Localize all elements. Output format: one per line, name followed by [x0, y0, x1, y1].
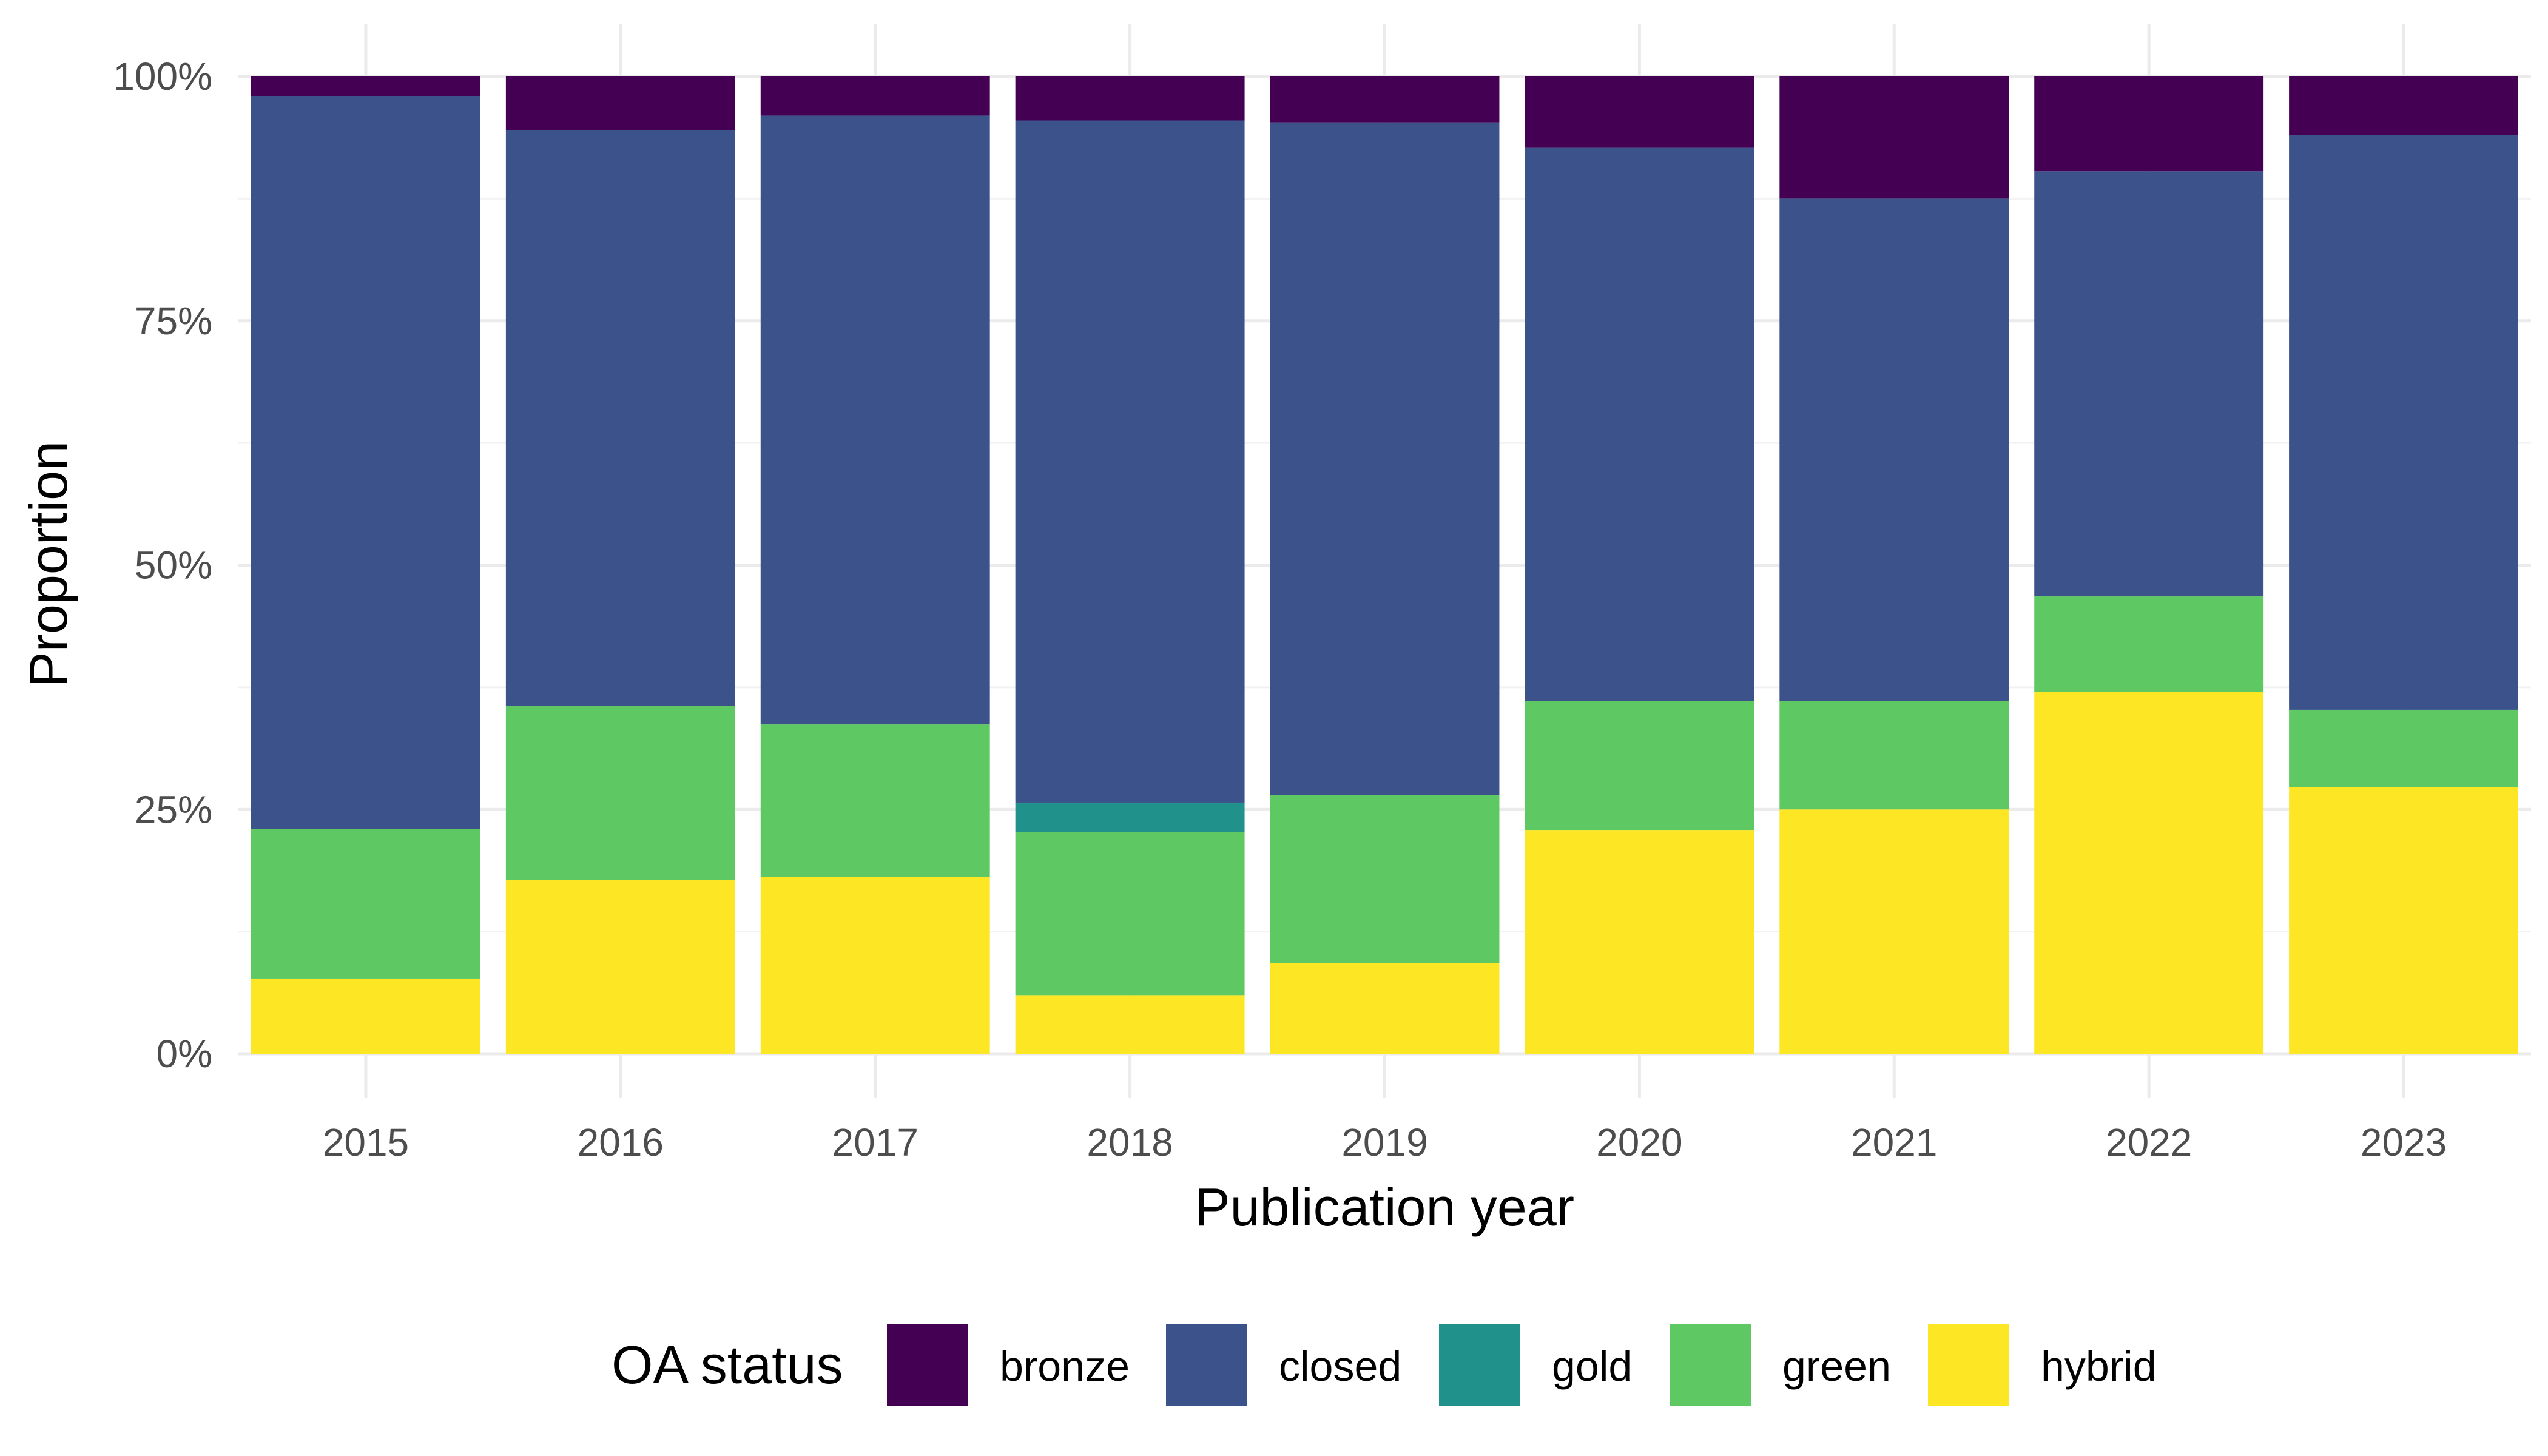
- y-tick-label: 50%: [135, 544, 212, 587]
- bar-segment-hybrid-2020: [1525, 830, 1754, 1054]
- x-tick-label: 2017: [832, 1121, 918, 1164]
- bar-segment-closed-2022: [2034, 171, 2264, 597]
- bars: [251, 76, 2519, 1054]
- bar-segment-bronze-2018: [1015, 76, 1245, 121]
- legend-title: OA status: [612, 1335, 843, 1395]
- x-tick-label: 2018: [1087, 1121, 1173, 1164]
- x-axis-title: Publication year: [1195, 1177, 1574, 1237]
- bar-segment-gold-2018: [1015, 802, 1245, 832]
- bar-segment-hybrid-2019: [1270, 963, 1500, 1054]
- bar-segment-green-2019: [1270, 795, 1500, 963]
- bar-segment-closed-2023: [2289, 135, 2519, 710]
- bar-segment-closed-2016: [505, 130, 735, 706]
- bar-segment-green-2018: [1015, 832, 1245, 996]
- bar-segment-closed-2015: [251, 96, 480, 829]
- legend-key-bronze: [887, 1324, 968, 1406]
- bar-segment-green-2023: [2289, 709, 2519, 787]
- y-axis-title: Proportion: [18, 441, 78, 687]
- bar-segment-bronze-2017: [760, 76, 990, 116]
- x-tick-label: 2016: [578, 1121, 664, 1164]
- legend-key-hybrid: [1928, 1324, 2009, 1406]
- legend-key-gold: [1439, 1324, 1520, 1406]
- legend-label-green: green: [1782, 1343, 1891, 1390]
- bar-segment-bronze-2022: [2034, 76, 2264, 172]
- bar-segment-hybrid-2023: [2289, 787, 2519, 1054]
- x-tick-label: 2015: [323, 1121, 409, 1164]
- bar-segment-hybrid-2022: [2034, 692, 2264, 1054]
- legend-label-closed: closed: [1279, 1343, 1401, 1390]
- x-tick-label: 2022: [2106, 1121, 2192, 1164]
- y-tick-labels: 0% 25% 50% 75% 100%: [113, 55, 212, 1076]
- bar-segment-green-2022: [2034, 596, 2264, 692]
- y-tick-label: 0%: [157, 1032, 213, 1076]
- y-tick-label: 100%: [113, 55, 212, 98]
- legend: OA status bronze closed gold green hybrid: [612, 1324, 2157, 1406]
- bar-segment-bronze-2016: [505, 76, 735, 130]
- bar-segment-green-2020: [1525, 701, 1754, 831]
- x-tick-label: 2021: [1851, 1121, 1937, 1164]
- bar-segment-bronze-2020: [1525, 76, 1754, 148]
- legend-key-closed: [1166, 1324, 1247, 1406]
- bar-segment-hybrid-2021: [1779, 809, 2009, 1054]
- bar-segment-hybrid-2016: [505, 880, 735, 1054]
- bar-segment-hybrid-2018: [1015, 995, 1245, 1054]
- bar-segment-closed-2019: [1270, 122, 1500, 795]
- x-tick-label: 2023: [2361, 1121, 2447, 1164]
- bar-segment-green-2016: [505, 706, 735, 880]
- bar-segment-closed-2020: [1525, 147, 1754, 701]
- bar-segment-green-2017: [760, 724, 990, 877]
- legend-label-bronze: bronze: [1000, 1343, 1130, 1390]
- bar-segment-bronze-2023: [2289, 76, 2519, 135]
- bar-segment-bronze-2019: [1270, 76, 1500, 123]
- y-tick-label: 25%: [135, 787, 212, 831]
- legend-label-gold: gold: [1552, 1343, 1632, 1390]
- bar-segment-closed-2021: [1779, 198, 2009, 701]
- bar-segment-green-2015: [251, 829, 480, 979]
- bar-segment-closed-2017: [760, 115, 990, 725]
- bar-segment-closed-2018: [1015, 120, 1245, 803]
- bar-segment-bronze-2015: [251, 76, 480, 96]
- x-tick-labels: 2015 2016 2017 2018 2019 2020 2021 2022 2023: [323, 1121, 2447, 1164]
- y-tick-label: 75%: [135, 299, 212, 343]
- legend-label-hybrid: hybrid: [2041, 1343, 2157, 1390]
- x-tick-label: 2020: [1596, 1121, 1682, 1164]
- legend-key-green: [1670, 1324, 1751, 1406]
- bar-segment-green-2021: [1779, 701, 2009, 810]
- x-tick-label: 2019: [1341, 1121, 1427, 1164]
- bar-segment-hybrid-2015: [251, 978, 480, 1054]
- bar-segment-hybrid-2017: [760, 877, 990, 1054]
- bar-segment-bronze-2021: [1779, 76, 2009, 199]
